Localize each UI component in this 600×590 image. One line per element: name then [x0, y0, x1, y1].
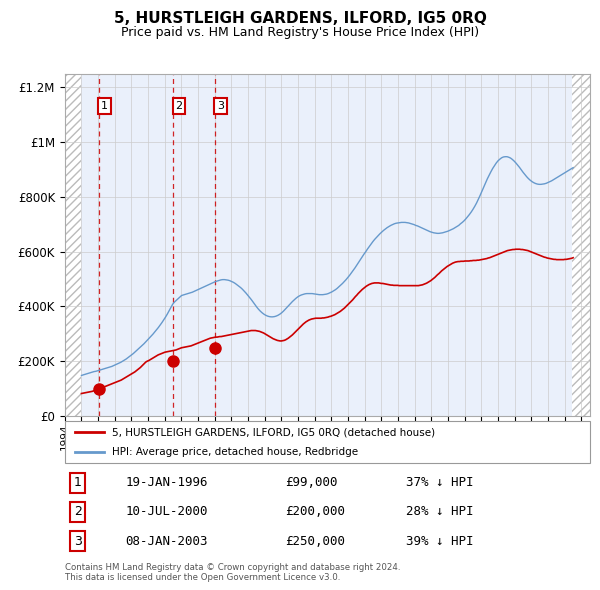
Text: Price paid vs. HM Land Registry's House Price Index (HPI): Price paid vs. HM Land Registry's House …: [121, 26, 479, 39]
Text: £200,000: £200,000: [286, 505, 346, 519]
Text: 37% ↓ HPI: 37% ↓ HPI: [406, 476, 473, 489]
Text: 10-JUL-2000: 10-JUL-2000: [125, 505, 208, 519]
Text: 1: 1: [74, 476, 82, 489]
Text: 08-JAN-2003: 08-JAN-2003: [125, 535, 208, 548]
Text: £250,000: £250,000: [286, 535, 346, 548]
Text: 5, HURSTLEIGH GARDENS, ILFORD, IG5 0RQ: 5, HURSTLEIGH GARDENS, ILFORD, IG5 0RQ: [113, 11, 487, 25]
Text: 3: 3: [74, 535, 82, 548]
Text: 2: 2: [74, 505, 82, 519]
Text: 39% ↓ HPI: 39% ↓ HPI: [406, 535, 473, 548]
Text: 28% ↓ HPI: 28% ↓ HPI: [406, 505, 473, 519]
Text: 2: 2: [175, 101, 182, 112]
Text: £99,000: £99,000: [286, 476, 338, 489]
Bar: [572, 74, 590, 416]
Text: 19-JAN-1996: 19-JAN-1996: [125, 476, 208, 489]
Text: 5, HURSTLEIGH GARDENS, ILFORD, IG5 0RQ (detached house): 5, HURSTLEIGH GARDENS, ILFORD, IG5 0RQ (…: [112, 427, 435, 437]
Text: 3: 3: [217, 101, 224, 112]
Text: HPI: Average price, detached house, Redbridge: HPI: Average price, detached house, Redb…: [112, 447, 358, 457]
Text: This data is licensed under the Open Government Licence v3.0.: This data is licensed under the Open Gov…: [65, 573, 340, 582]
Text: 1: 1: [101, 101, 108, 112]
Bar: [65, 74, 82, 416]
Text: Contains HM Land Registry data © Crown copyright and database right 2024.: Contains HM Land Registry data © Crown c…: [65, 563, 400, 572]
